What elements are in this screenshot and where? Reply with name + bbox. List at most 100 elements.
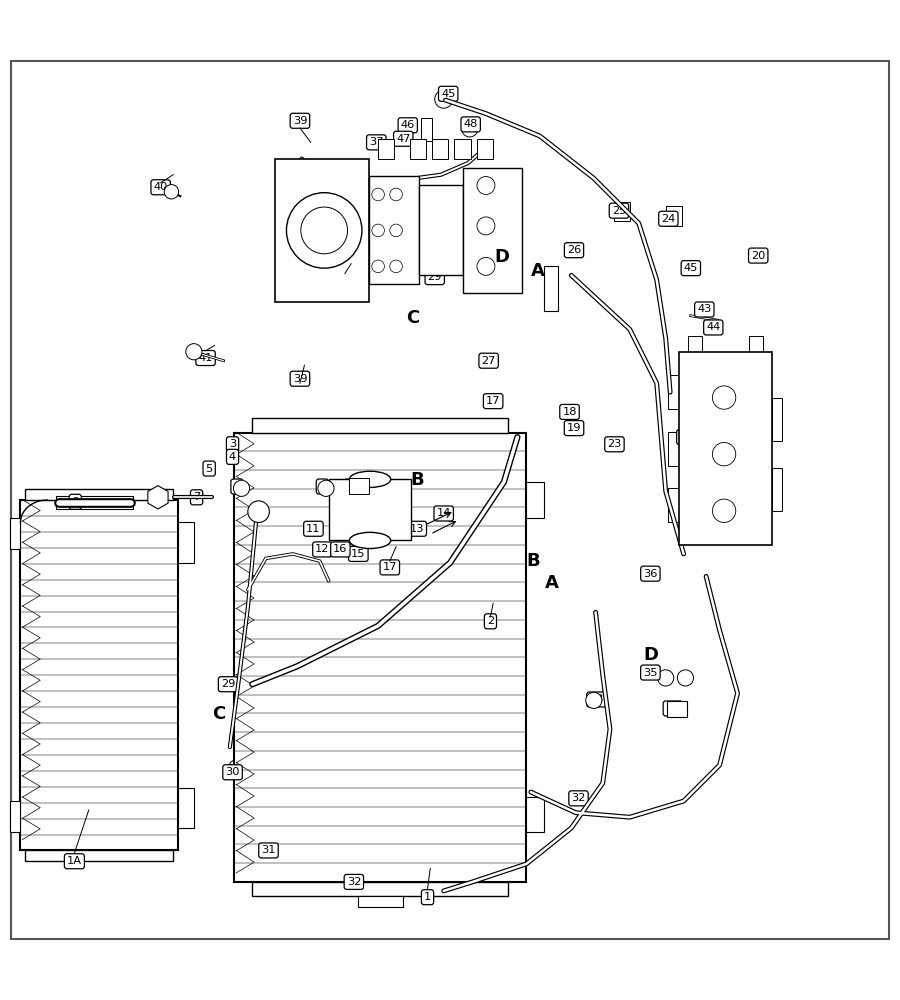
Text: 16: 16 (333, 544, 347, 554)
Text: 3: 3 (229, 439, 236, 449)
Text: 32: 32 (572, 793, 586, 803)
Text: 10: 10 (346, 482, 361, 492)
Text: 17: 17 (382, 562, 397, 572)
Text: 12: 12 (315, 544, 329, 554)
Text: 21: 21 (680, 432, 694, 442)
Text: 38: 38 (346, 187, 361, 197)
Text: D: D (495, 248, 509, 266)
Text: 47: 47 (396, 134, 410, 144)
Bar (477, 139, 493, 159)
Text: 39: 39 (292, 116, 307, 126)
Bar (669, 432, 680, 466)
Text: C: C (406, 309, 419, 327)
Circle shape (477, 176, 495, 194)
Bar (749, 336, 762, 352)
Bar (614, 202, 630, 221)
Bar (21, 500, 177, 850)
Circle shape (286, 193, 362, 268)
Text: 33: 33 (590, 694, 604, 704)
Text: 45: 45 (684, 263, 698, 273)
Bar (544, 266, 558, 311)
Bar (328, 479, 411, 540)
Circle shape (713, 499, 736, 522)
Bar (464, 168, 522, 293)
Text: 28: 28 (495, 261, 509, 271)
Circle shape (228, 759, 249, 780)
Circle shape (372, 260, 384, 273)
Bar (369, 176, 419, 284)
Bar (526, 482, 544, 518)
Circle shape (301, 207, 347, 254)
Text: 29: 29 (428, 272, 442, 282)
Text: B: B (410, 471, 424, 489)
Bar (771, 398, 782, 441)
Text: 35: 35 (644, 668, 658, 678)
Text: 13: 13 (410, 524, 424, 534)
FancyBboxPatch shape (12, 61, 888, 939)
Bar (526, 797, 544, 832)
Text: 44: 44 (706, 322, 720, 332)
Circle shape (390, 188, 402, 201)
Bar (274, 159, 369, 302)
Text: 11: 11 (306, 524, 320, 534)
Bar (177, 788, 194, 828)
Circle shape (713, 386, 736, 409)
Text: 5: 5 (205, 464, 212, 474)
Circle shape (713, 442, 736, 466)
Text: 24: 24 (662, 214, 676, 224)
Text: 36: 36 (644, 569, 658, 579)
Bar (688, 336, 702, 352)
Text: 9: 9 (233, 482, 240, 492)
Text: A: A (531, 262, 545, 280)
Bar (25, 489, 173, 500)
Circle shape (678, 670, 694, 686)
Text: 27: 27 (482, 356, 496, 366)
Text: 39: 39 (292, 374, 307, 384)
Circle shape (248, 501, 269, 522)
Bar (252, 418, 508, 433)
Ellipse shape (349, 471, 391, 487)
Circle shape (390, 224, 402, 237)
Text: 2: 2 (487, 616, 494, 626)
Text: 20: 20 (751, 251, 765, 261)
Bar (378, 139, 394, 159)
Text: 32: 32 (346, 877, 361, 887)
Circle shape (318, 480, 334, 496)
Bar (349, 478, 369, 494)
Bar (666, 206, 682, 226)
Text: 6: 6 (72, 497, 79, 507)
Text: 15: 15 (351, 549, 365, 559)
Text: 19: 19 (567, 423, 581, 433)
Circle shape (263, 839, 281, 857)
Text: 1A: 1A (67, 856, 82, 866)
Circle shape (616, 207, 627, 218)
Bar (669, 375, 680, 409)
Bar (432, 139, 448, 159)
Bar (418, 185, 464, 275)
Text: 34: 34 (666, 703, 680, 713)
Text: 26: 26 (567, 245, 581, 255)
Bar (410, 139, 426, 159)
Circle shape (185, 344, 202, 360)
Circle shape (372, 224, 384, 237)
Circle shape (586, 692, 602, 708)
Circle shape (233, 480, 249, 496)
Text: 9: 9 (319, 482, 326, 492)
Circle shape (658, 670, 674, 686)
Bar (57, 496, 133, 509)
Circle shape (477, 257, 495, 275)
Bar (10, 801, 21, 832)
Text: 30: 30 (225, 767, 239, 777)
Text: 23: 23 (608, 439, 622, 449)
Bar (358, 896, 403, 907)
Circle shape (390, 260, 402, 273)
Circle shape (477, 217, 495, 235)
Text: D: D (643, 646, 658, 664)
Text: 41: 41 (198, 353, 212, 363)
Text: 43: 43 (698, 304, 712, 314)
Text: A: A (544, 574, 559, 592)
Text: 42: 42 (338, 275, 352, 285)
Circle shape (164, 185, 178, 199)
Bar (668, 701, 688, 717)
Circle shape (372, 188, 384, 201)
